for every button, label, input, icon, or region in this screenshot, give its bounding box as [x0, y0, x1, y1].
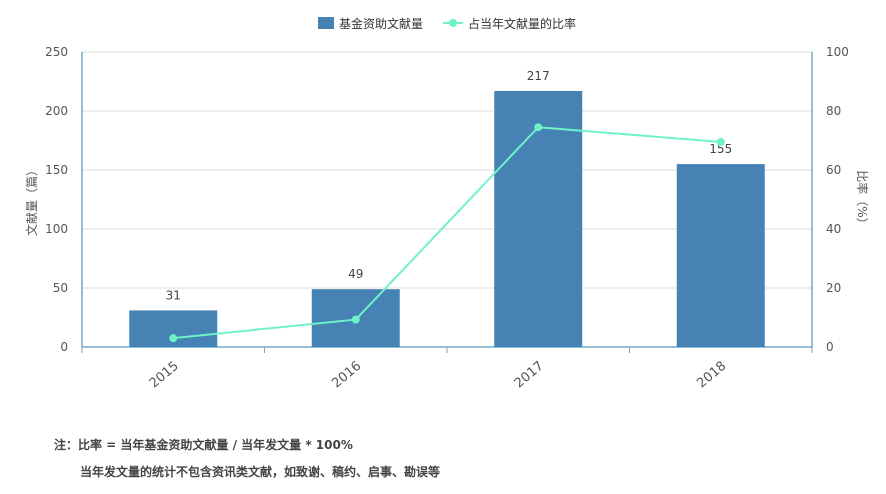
x-tick-label: 2015 [147, 359, 182, 392]
note-line-1: 注：比率 = 当年基金资助文献量 / 当年发文量 * 100% [54, 438, 353, 452]
right-tick-label: 60 [826, 163, 841, 177]
right-tick-label: 80 [826, 104, 841, 118]
left-tick-label: 50 [53, 281, 68, 295]
right-axis-title: 比率（%） [855, 170, 870, 229]
right-tick-label: 20 [826, 281, 841, 295]
note-line-2: 当年发文量的统计不包含资讯类文献，如致谢、稿约、启事、勘误等 [80, 465, 441, 479]
left-tick-label: 200 [45, 104, 68, 118]
axes [81, 52, 813, 353]
bar-data-label: 31 [166, 288, 181, 302]
legend-bar-swatch[interactable] [318, 17, 334, 29]
bar-data-label: 49 [348, 267, 363, 281]
legend[interactable]: 基金资助文献量 占当年文献量的比率 [318, 16, 576, 31]
x-tick-label: 2016 [329, 359, 364, 392]
ratio-point-2017[interactable] [534, 123, 543, 132]
legend-line-marker[interactable] [449, 19, 457, 27]
right-tick-label: 40 [826, 222, 841, 236]
bar-data-label: 155 [709, 142, 732, 156]
bar-data-labels: 31 49 217 155 [166, 69, 733, 302]
left-tick-label: 0 [60, 340, 68, 354]
x-tick-label: 2017 [512, 359, 547, 392]
right-axis-ticks: 0 20 40 60 80 100 [826, 45, 849, 354]
ratio-line [173, 126, 721, 340]
line-series [169, 123, 725, 343]
left-tick-label: 100 [45, 222, 68, 236]
ratio-point-2015[interactable] [169, 334, 178, 343]
right-tick-label: 100 [826, 45, 849, 59]
bar-data-label: 217 [527, 69, 550, 83]
legend-label-bar[interactable]: 基金资助文献量 [339, 16, 423, 31]
legend-label-line[interactable]: 占当年文献量的比率 [468, 16, 576, 31]
right-tick-label: 0 [826, 340, 834, 354]
ratio-point-2018[interactable] [716, 137, 725, 146]
chart-notes: 注：比率 = 当年基金资助文献量 / 当年发文量 * 100% 当年发文量的统计… [54, 432, 440, 486]
bar-2017[interactable] [494, 90, 583, 347]
left-axis-title: 文献量（篇） [24, 164, 39, 236]
ratio-point-2016[interactable] [351, 315, 360, 324]
combo-chart: 基金资助文献量 占当年文献量的比率 31 49 217 155 0 50 100 150 20… [24, 16, 870, 392]
left-tick-label: 150 [45, 163, 68, 177]
left-axis-ticks: 0 50 100 150 200 250 [45, 45, 68, 354]
left-tick-label: 250 [45, 45, 68, 59]
bar-series [129, 90, 765, 347]
x-axis-ticks: 2015 2016 2017 2018 [147, 359, 729, 392]
bar-2018[interactable] [676, 164, 765, 347]
x-tick-label: 2018 [694, 359, 729, 392]
